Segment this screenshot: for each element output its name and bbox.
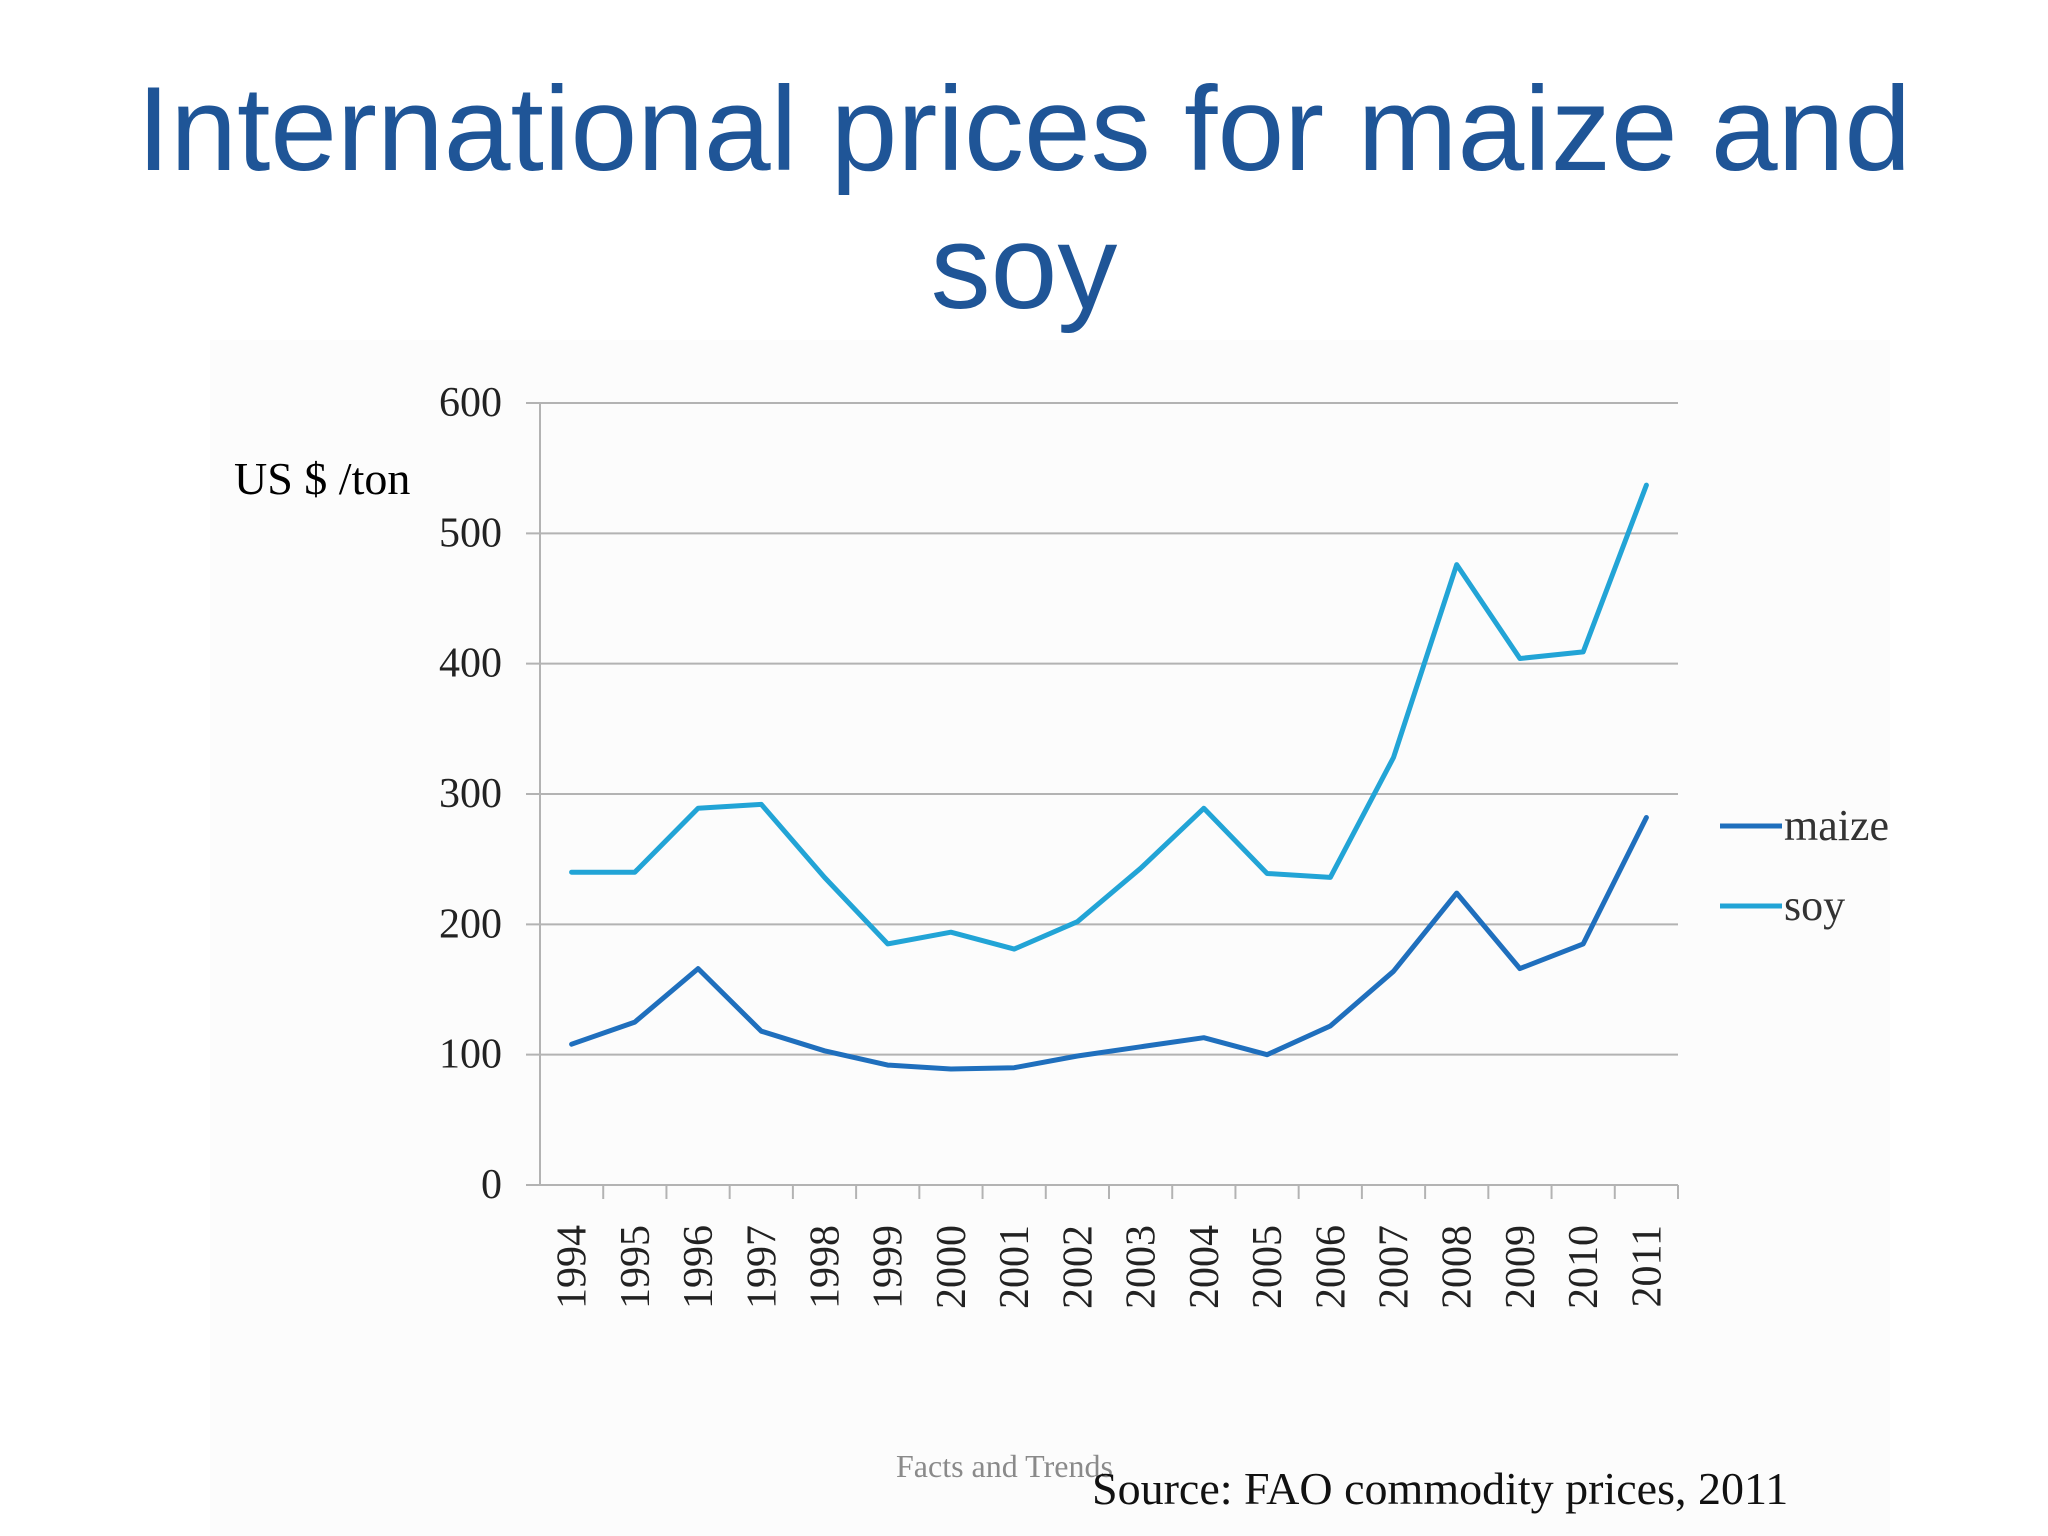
x-tick-labels: 1994 1995 1996 1997 1998 1999 2000 2001 2002 2003… bbox=[550, 1225, 1671, 1309]
y-tick-label-200: 200 bbox=[439, 901, 502, 947]
x-tick-label-1995: 1995 bbox=[613, 1225, 659, 1309]
x-tick-label-2001: 2001 bbox=[992, 1225, 1038, 1309]
y-tick-labels: 0 100 200 300 400 500 600 bbox=[439, 380, 502, 1208]
chart-panel: 0 100 200 300 400 500 600 1994 1995 1996 1997 1998… bbox=[210, 340, 1890, 1536]
x-tick-label-2007: 2007 bbox=[1372, 1225, 1418, 1309]
title-line-2: soy bbox=[930, 200, 1118, 334]
slide-title: International prices for maize and soy bbox=[0, 60, 2048, 336]
y-tick-label-500: 500 bbox=[439, 510, 502, 556]
x-tick-label-1994: 1994 bbox=[550, 1225, 596, 1309]
y-axis-label: US $ /ton bbox=[234, 453, 410, 504]
x-tick-label-1996: 1996 bbox=[676, 1225, 722, 1309]
x-tick-label-2005: 2005 bbox=[1245, 1225, 1291, 1309]
legend: maize soy bbox=[1720, 801, 1889, 930]
source-citation: Source: FAO commodity prices, 2011 bbox=[1092, 1463, 1789, 1514]
x-tick-label-1999: 1999 bbox=[866, 1225, 912, 1309]
series-line-maize bbox=[569, 815, 1649, 1072]
x-tick-label-2002: 2002 bbox=[1055, 1225, 1101, 1309]
y-tick-label-0: 0 bbox=[481, 1162, 502, 1208]
axes bbox=[526, 403, 1679, 1199]
x-tick-label-2008: 2008 bbox=[1435, 1225, 1481, 1309]
legend-label-soy: soy bbox=[1784, 881, 1845, 930]
y-tick-label-600: 600 bbox=[439, 380, 502, 426]
legend-label-maize: maize bbox=[1784, 801, 1889, 850]
footer-label: Facts and Trends bbox=[896, 1448, 1113, 1484]
series-line-soy bbox=[569, 482, 1649, 952]
x-tick-label-2004: 2004 bbox=[1182, 1225, 1228, 1309]
y-tick-label-100: 100 bbox=[439, 1032, 502, 1078]
x-tick-label-2000: 2000 bbox=[929, 1225, 975, 1309]
y-tick-label-300: 300 bbox=[439, 771, 502, 817]
x-tick-label-2009: 2009 bbox=[1498, 1225, 1544, 1309]
x-tick-label-1997: 1997 bbox=[739, 1225, 785, 1309]
series-lines bbox=[569, 482, 1649, 1072]
x-tick-label-2003: 2003 bbox=[1119, 1225, 1165, 1309]
y-tick-label-400: 400 bbox=[439, 641, 502, 687]
x-tick-label-2010: 2010 bbox=[1561, 1225, 1607, 1309]
gridlines bbox=[526, 402, 1678, 1056]
x-tick-label-2011: 2011 bbox=[1624, 1225, 1670, 1307]
title-line-1: International prices for maize and bbox=[136, 62, 1912, 196]
x-tick-label-1998: 1998 bbox=[803, 1225, 849, 1309]
line-chart: 0 100 200 300 400 500 600 1994 1995 1996 1997 1998… bbox=[234, 380, 1889, 1309]
x-tick-label-2006: 2006 bbox=[1308, 1225, 1354, 1309]
